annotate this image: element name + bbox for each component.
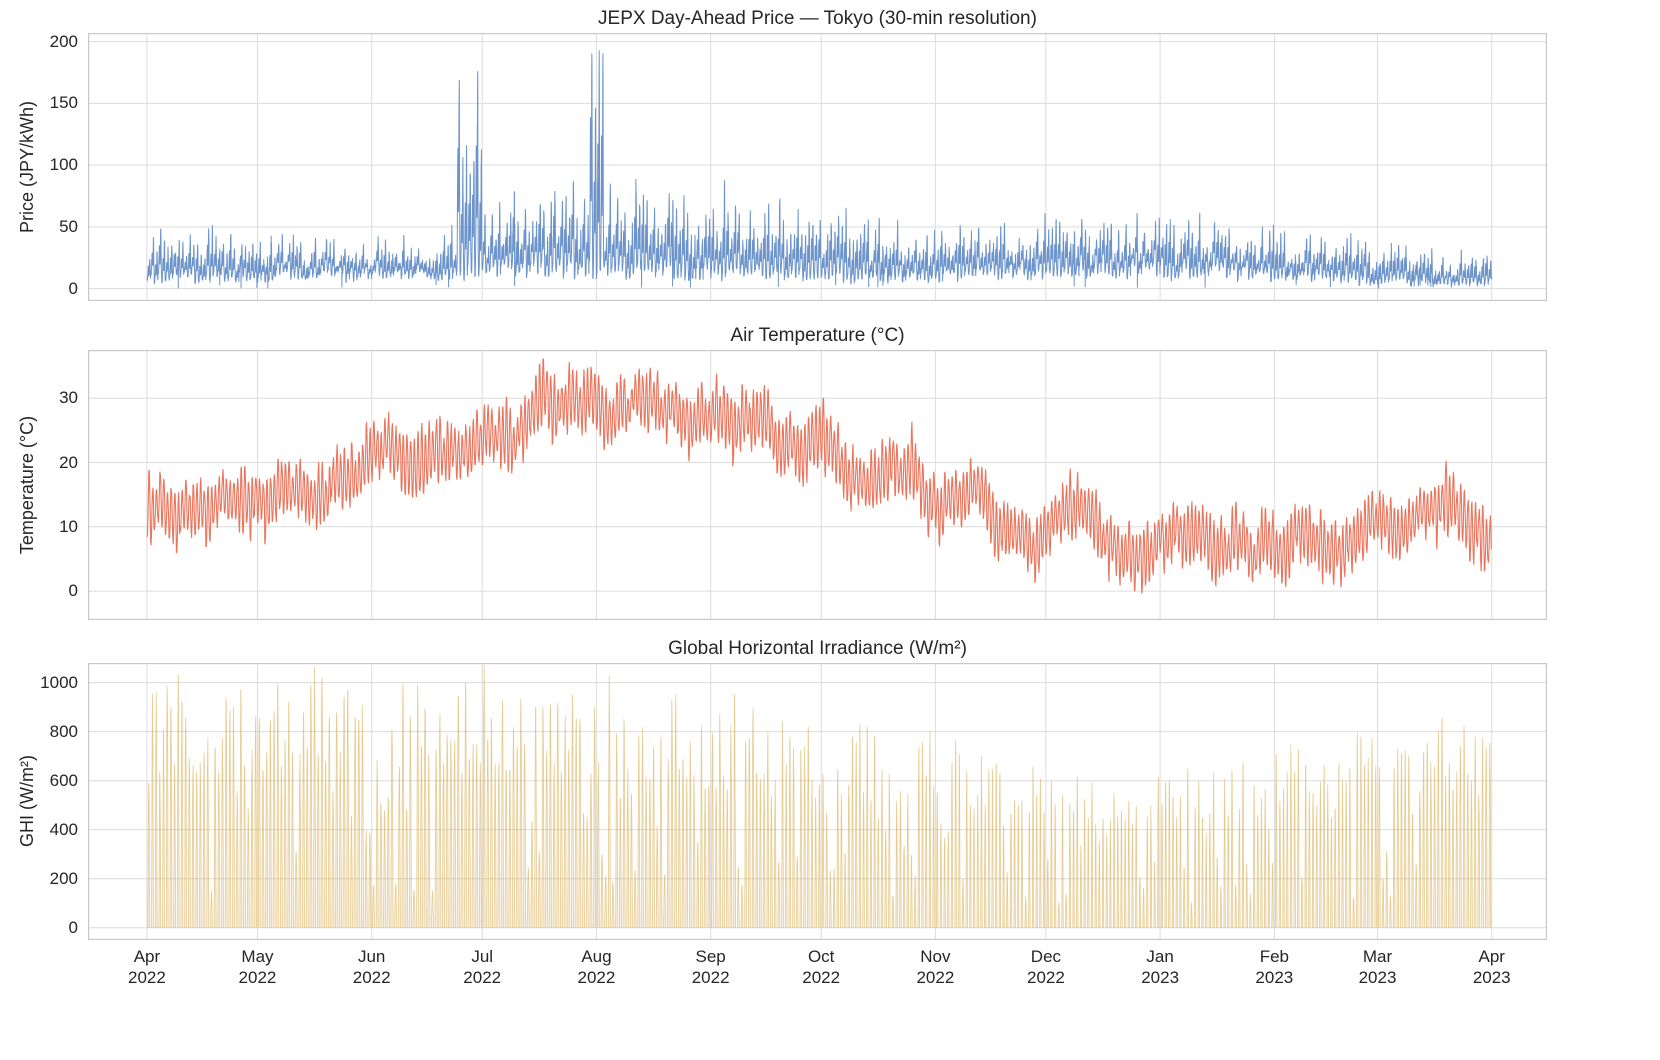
y-tick-label: 1000 — [40, 672, 78, 692]
x-tick-year: 2022 — [1027, 968, 1065, 987]
x-tick-label: Dec 2022 — [1001, 946, 1091, 988]
x-tick-label: Oct 2022 — [776, 946, 866, 988]
ghi-series-line — [147, 664, 1492, 928]
x-tick-month: Apr — [1478, 947, 1505, 966]
chart-title-price: JEPX Day-Ahead Price — Tokyo (30-min res… — [598, 8, 1037, 29]
plot-border — [88, 350, 1547, 620]
x-tick-month: Mar — [1362, 947, 1393, 966]
x-tick-label: Jun 2022 — [327, 946, 417, 988]
y-tick-label: 10 — [59, 516, 78, 536]
x-tick-label: Apr 2022 — [102, 946, 192, 988]
chart-title-temperature: Air Temperature (°C) — [730, 325, 905, 346]
x-tick-label: Jul 2022 — [437, 946, 527, 988]
plot-border — [88, 33, 1547, 301]
x-tick-year: 2022 — [916, 968, 955, 987]
y-tick-label: 30 — [59, 388, 78, 408]
x-tick-month: Nov — [920, 947, 951, 966]
x-tick-label: Aug 2022 — [551, 946, 641, 988]
plot-border — [88, 663, 1547, 940]
x-tick-label: May 2022 — [212, 946, 302, 988]
temperature-series-line — [146, 358, 1492, 594]
x-tick-month: Oct — [807, 947, 835, 966]
x-tick-month: Sep — [695, 947, 726, 966]
x-tick-month: Jan — [1146, 947, 1174, 966]
x-tick-month: May — [241, 947, 274, 966]
y-tick-label: 800 — [49, 721, 78, 741]
x-tick-month: Jul — [471, 947, 494, 966]
y-tick-label: 150 — [49, 93, 78, 113]
plot-area-panel-0 — [88, 33, 1547, 301]
x-tick-label: Sep 2022 — [666, 946, 756, 988]
y-tick-label: 100 — [49, 155, 78, 175]
y-tick-label: 200 — [49, 868, 78, 888]
x-tick-label: Apr 2023 — [1447, 946, 1537, 988]
x-tick-year: 2022 — [128, 968, 166, 987]
x-tick-year: 2023 — [1472, 968, 1511, 987]
x-tick-label: Jan 2023 — [1115, 946, 1205, 988]
y-tick-label: 400 — [49, 819, 78, 839]
plot-area-panel-2 — [88, 663, 1547, 940]
x-tick-label: Feb 2023 — [1229, 946, 1319, 988]
grid-layer — [88, 33, 1547, 301]
y-tick-label: 0 — [68, 581, 78, 601]
y-tick-label: 0 — [68, 917, 78, 937]
x-tick-year: 2022 — [691, 968, 730, 987]
chart-title-ghi: Global Horizontal Irradiance (W/m²) — [668, 638, 967, 659]
x-tick-label: Nov 2022 — [890, 946, 980, 988]
y-tick-label: 600 — [49, 770, 78, 790]
plot-area-panel-1 — [88, 350, 1547, 620]
y-tick-label: 200 — [49, 31, 78, 51]
x-tick-year: 2023 — [1255, 968, 1294, 987]
y-tick-label: 20 — [59, 452, 78, 472]
x-tick-year: 2022 — [577, 968, 616, 987]
x-tick-month: Aug — [581, 947, 612, 966]
x-tick-year: 2022 — [352, 968, 391, 987]
y-tick-label: 0 — [68, 278, 78, 298]
x-tick-year: 2023 — [1141, 968, 1180, 987]
x-tick-year: 2023 — [1358, 968, 1397, 987]
grid-layer — [88, 663, 1547, 940]
price-series-line — [146, 50, 1493, 289]
x-tick-month: Dec — [1030, 947, 1062, 966]
y-tick-label: 50 — [59, 216, 78, 236]
x-tick-label: Mar 2023 — [1333, 946, 1423, 988]
x-tick-month: Feb — [1259, 947, 1289, 966]
x-tick-month: Apr — [133, 947, 161, 966]
x-tick-year: 2022 — [238, 968, 277, 987]
x-tick-month: Jun — [357, 947, 386, 966]
x-tick-year: 2022 — [463, 968, 502, 987]
x-tick-year: 2022 — [802, 968, 841, 987]
